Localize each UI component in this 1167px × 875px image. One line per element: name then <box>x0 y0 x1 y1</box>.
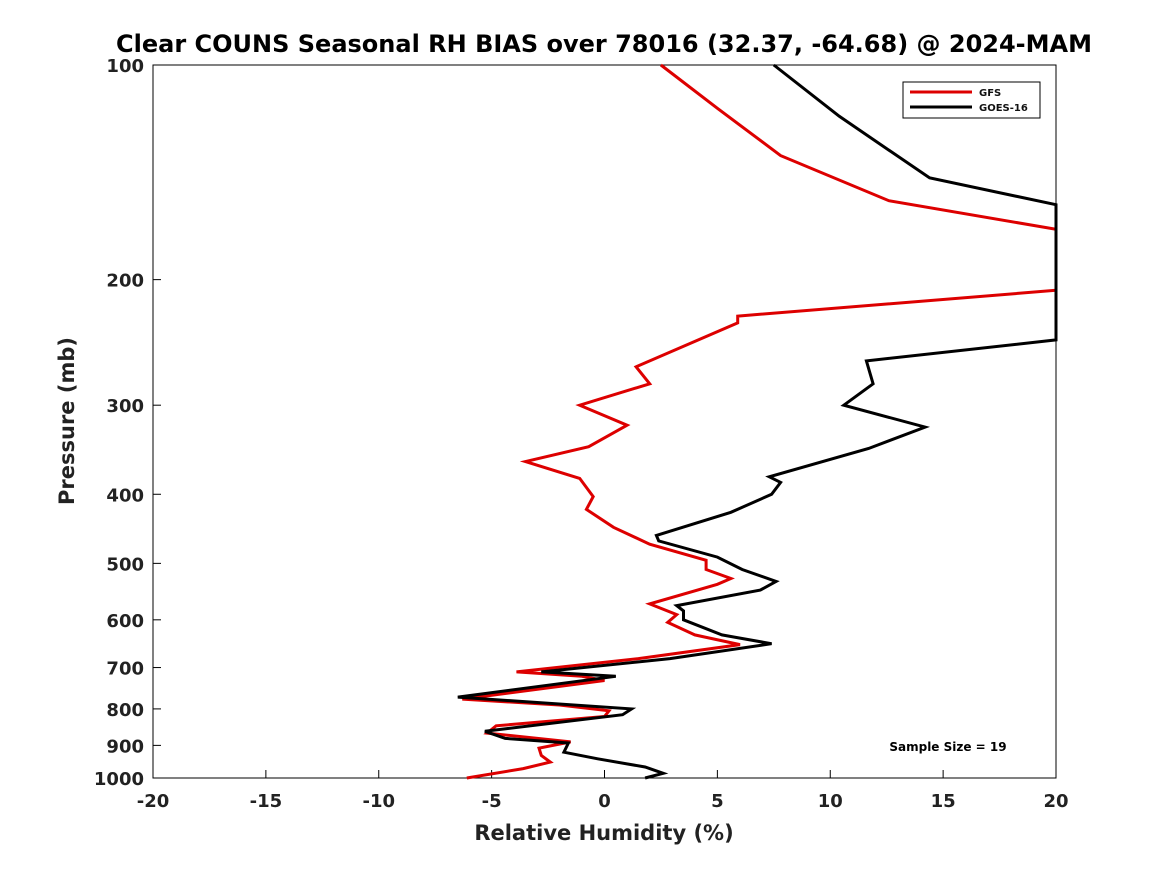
x-tick-label: 0 <box>598 791 611 812</box>
y-tick-label: 1000 <box>94 769 144 790</box>
x-tick-label: 15 <box>931 791 956 812</box>
y-tick-label: 900 <box>106 736 144 757</box>
x-tick-label: 20 <box>1043 791 1068 812</box>
y-tick-label: 500 <box>106 554 144 575</box>
x-tick-label: -10 <box>362 791 395 812</box>
x-tick-label: 10 <box>818 791 843 812</box>
y-tick-label: 400 <box>106 485 144 506</box>
x-tick-label: -20 <box>137 791 170 812</box>
series-line-gfs <box>462 63 1058 780</box>
legend-label-goes-16: GOES-16 <box>979 103 1028 114</box>
legend: GFS GOES-16 <box>902 81 1041 119</box>
x-tick-label: 5 <box>711 791 724 812</box>
y-tick-label: 300 <box>106 396 144 417</box>
x-axis: -20 -15 -10 -5 0 5 10 15 20 <box>137 770 1069 812</box>
legend-box <box>902 81 1041 119</box>
legend-label-gfs: GFS <box>979 88 1001 99</box>
y-tick-label: 600 <box>106 611 144 632</box>
y-tick-label: 700 <box>106 659 144 680</box>
sample-size-annotation: Sample Size = 19 <box>889 740 1006 754</box>
y-tick-label: 200 <box>106 271 144 292</box>
y-tick-label: 100 <box>106 56 144 77</box>
x-tick-label: -5 <box>482 791 502 812</box>
x-tick-label: -15 <box>250 791 283 812</box>
y-tick-label: 800 <box>106 700 144 721</box>
chart-title: Clear COUNS Seasonal RH BIAS over 78016 … <box>116 30 1092 58</box>
series-line-goes-16 <box>457 63 1058 780</box>
y-axis: 100 200 300 400 500 600 700 800 900 1000 <box>94 56 161 790</box>
x-axis-label: Relative Humidity (%) <box>474 821 733 845</box>
series-lines <box>457 63 1058 780</box>
y-axis-label: Pressure (mb) <box>55 337 79 505</box>
